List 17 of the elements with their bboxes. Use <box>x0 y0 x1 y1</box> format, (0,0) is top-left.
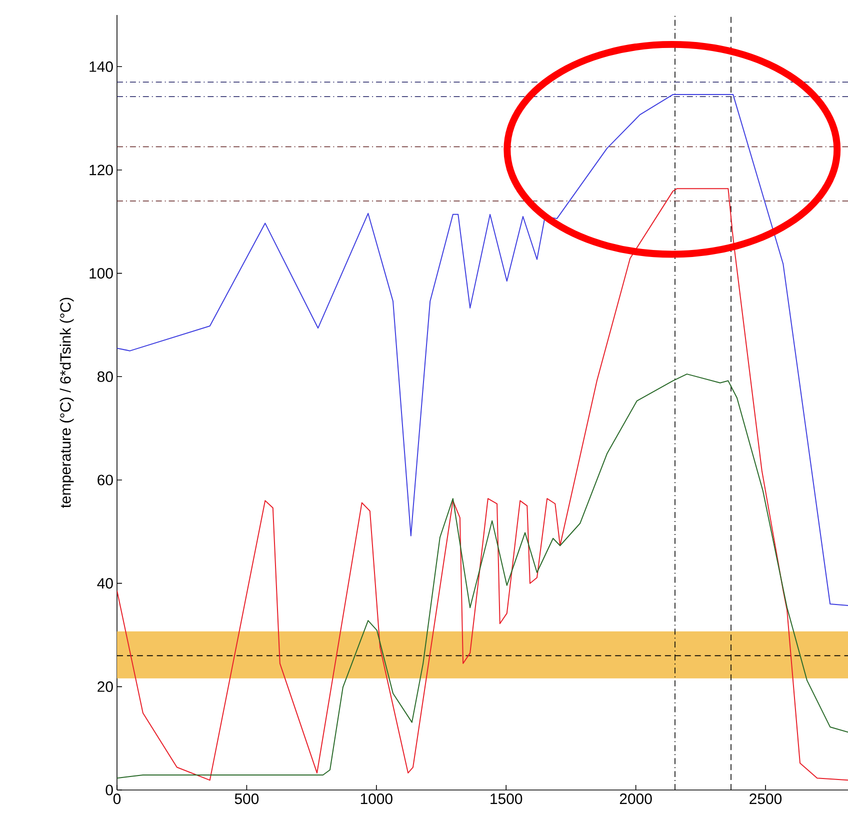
y-tick-label: 100 <box>90 268 113 279</box>
line-series <box>117 188 848 781</box>
x-tick-label: 1000 <box>360 794 392 804</box>
x-tick-label: 1500 <box>490 794 522 804</box>
x-tick-label: 2000 <box>620 794 652 804</box>
y-tick-label: 140 <box>90 61 113 72</box>
y-tick-label: 80 <box>98 371 113 382</box>
y-tick-label: 60 <box>98 474 113 486</box>
x-tick-label: 500 <box>234 794 259 804</box>
y-tick-label: 40 <box>97 578 113 589</box>
x-tick-label: 0 <box>113 794 121 804</box>
y-tick-label: 120 <box>90 164 113 176</box>
line-series <box>117 94 848 606</box>
x-tick-label: 2500 <box>750 794 782 804</box>
y-axis-title: temperature (°C) / 6*dTsink (°C) <box>60 298 74 508</box>
y-tick-label: 0 <box>106 784 113 796</box>
y-tick-label: 20 <box>98 681 113 692</box>
